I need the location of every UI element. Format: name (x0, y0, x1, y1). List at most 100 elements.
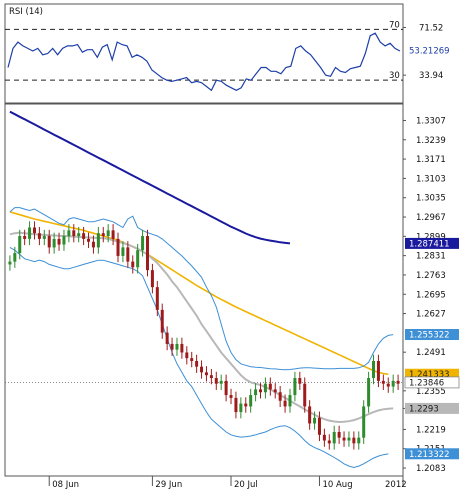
candle-body (180, 343, 184, 353)
candle (116, 232, 120, 263)
candle (342, 431, 346, 447)
candle (175, 337, 179, 356)
candle-body (91, 241, 95, 248)
candle (18, 229, 22, 260)
candle-body (327, 440, 331, 444)
candle-body (244, 403, 248, 407)
candle (376, 354, 380, 388)
candle (263, 377, 267, 399)
candle (170, 337, 174, 356)
candle (268, 377, 272, 396)
price-tick-label: 1.2627 (416, 310, 446, 320)
candle (396, 374, 400, 390)
rsi-tick-label: 33.94 (419, 71, 443, 81)
candle (101, 226, 105, 243)
rsi-y-axis: 71.52 33.94 (403, 23, 443, 81)
candle-body (8, 261, 12, 265)
candle (322, 428, 326, 447)
rsi-plot-frame (4, 3, 404, 104)
candle (209, 368, 213, 385)
candle-body (332, 431, 336, 444)
candle-body (155, 287, 159, 310)
candle-body (288, 395, 292, 407)
candle (391, 374, 395, 393)
candle (200, 360, 204, 379)
candle-body (396, 380, 400, 384)
candle (317, 411, 321, 442)
candle-body (342, 437, 346, 441)
price-tick-label: 1.3171 (416, 155, 446, 165)
candle (96, 226, 100, 254)
candle-body (367, 378, 371, 407)
candle (8, 255, 12, 271)
price-tick-label: 1.2899 (416, 232, 446, 242)
candle (150, 263, 154, 294)
candle-body (82, 233, 86, 239)
candle-body (42, 236, 46, 239)
candle-body (165, 332, 169, 344)
candle-body (352, 437, 356, 444)
candle-body (52, 238, 56, 248)
candle (77, 226, 81, 243)
price-tag-label: 1.241333 (409, 370, 450, 380)
x-tick-label: 2012 (385, 480, 407, 490)
candle-body (381, 380, 385, 384)
candle (62, 229, 66, 251)
candle-body (249, 395, 253, 407)
candle (352, 431, 356, 450)
rsi-panel: RSI (14) 70 30 71.52 33.94 53.21269 (4, 3, 459, 104)
candle (224, 374, 228, 402)
candle (204, 366, 208, 382)
candle (234, 391, 238, 419)
candle-body (23, 236, 27, 239)
price-tick-label: 1.2083 (416, 464, 446, 474)
candle (283, 394, 287, 413)
ma-slow-line (9, 110, 291, 245)
candle (136, 243, 140, 274)
candle-body (77, 233, 81, 237)
price-tag-label: 1.255322 (409, 331, 450, 341)
candle-body (121, 247, 125, 256)
candle-body (362, 406, 366, 438)
candle-body (214, 378, 218, 384)
candle (87, 232, 91, 248)
candle-body (150, 270, 154, 288)
candle-body (101, 233, 105, 237)
rsi-level-label-30: 30 (389, 71, 400, 81)
candle (165, 326, 169, 351)
candle (381, 374, 385, 390)
candlesticks (8, 221, 400, 450)
candle-body (337, 431, 341, 438)
candle-body (209, 375, 213, 379)
price-tick-label: 1.2219 (416, 425, 446, 435)
candle-body (317, 417, 321, 435)
upper-band-line (9, 207, 394, 371)
candle (362, 400, 366, 444)
candle (126, 241, 130, 268)
rsi-title: RSI (14) (9, 7, 43, 17)
price-tick-label: 1.2695 (416, 290, 446, 300)
candle-body (170, 343, 174, 350)
candle (298, 371, 302, 390)
candle-body (116, 238, 120, 256)
candle (278, 385, 282, 407)
candle (111, 224, 115, 246)
candle-body (322, 434, 326, 441)
x-tick-label: 08 Jun (52, 480, 79, 490)
price-tag-background (405, 368, 459, 380)
candle-body (204, 372, 208, 376)
candle-body (308, 406, 312, 424)
price-tag-background (404, 376, 460, 389)
x-tick-label: 29 Jun (155, 480, 182, 490)
x-tick-label: 20 Jul (234, 480, 258, 490)
candle-body (259, 389, 263, 393)
candle-body (283, 400, 287, 407)
price-tick-label: 1.2491 (416, 348, 446, 358)
candle-body (303, 383, 307, 407)
rsi-tag-label: 53.21269 (409, 47, 450, 57)
candle (91, 235, 95, 254)
candle (195, 354, 199, 373)
candle-body (32, 227, 36, 234)
candle-body (219, 380, 223, 384)
